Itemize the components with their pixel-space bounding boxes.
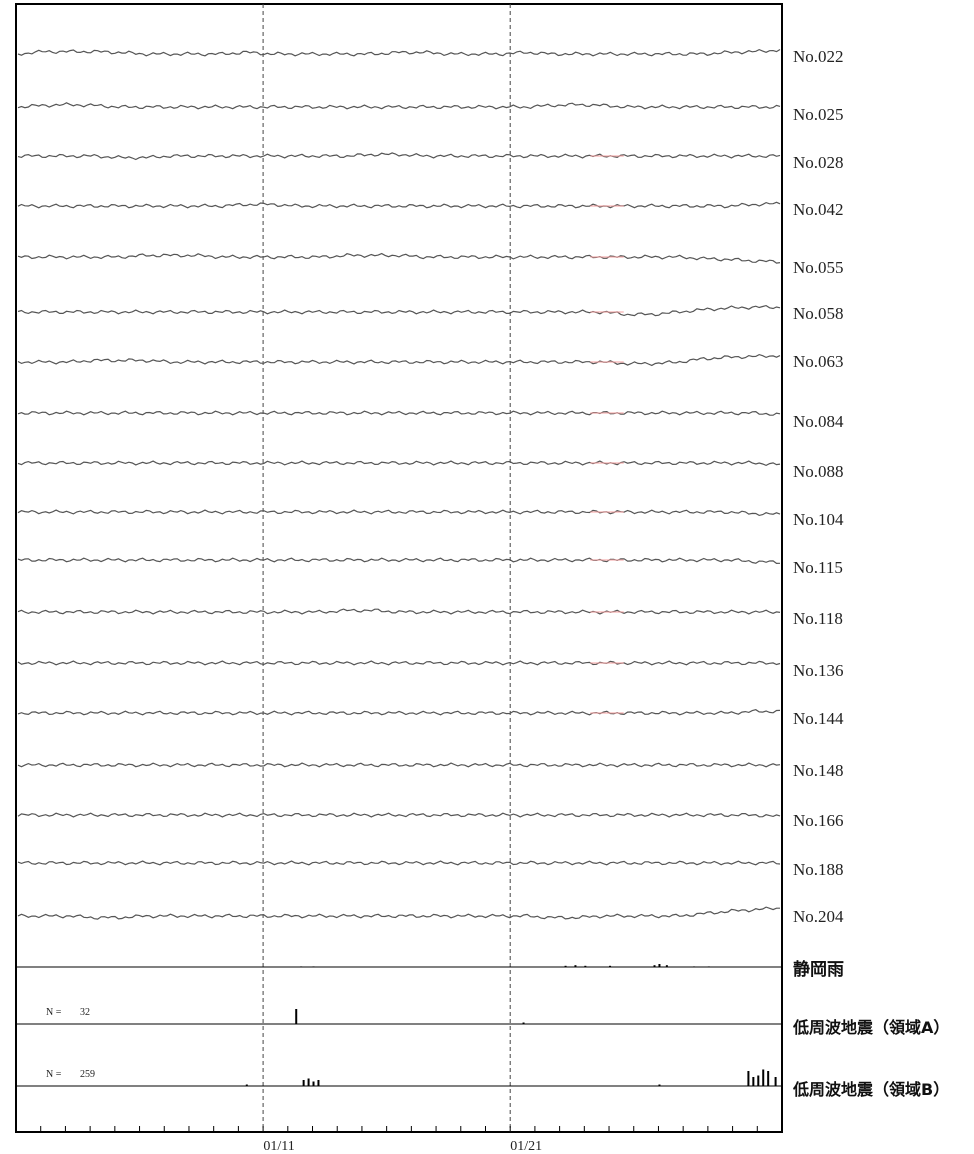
station-label: No.042 [793,200,844,219]
trace-line [17,509,781,517]
station-label: No.148 [793,761,844,780]
trace-line [17,608,781,615]
event-panel-label: 低周波地震（領域B） [792,1080,949,1099]
x-tick-label: 01/11 [263,1139,294,1154]
rain-bar [312,966,315,967]
rain-bar [653,965,656,967]
trace-line [17,660,781,666]
rain-bar [584,965,587,967]
station-label: No.058 [793,304,844,323]
station-label: No.088 [793,462,844,481]
trace-line [17,201,781,209]
event-bar [757,1075,760,1086]
rain-bar [665,965,668,967]
rain-bar [564,965,567,967]
rain-label: 静岡雨 [793,959,844,980]
station-label: No.025 [793,105,844,124]
station-label: No.136 [793,661,844,680]
event-bar [245,1084,248,1086]
trace-line [17,353,781,367]
rain-bar [300,966,303,967]
rain-bar [574,965,577,967]
event-bar [658,1084,661,1086]
event-bar [747,1071,750,1086]
trace-line [17,460,781,467]
event-count-value: 259 [80,1069,95,1080]
rain-bar [693,966,696,967]
event-panel-label: 低周波地震（領域A） [792,1018,949,1037]
event-bar [752,1077,755,1086]
rain-bar [609,965,612,967]
event-bar [522,1022,525,1024]
station-label: No.022 [793,47,844,66]
trace-line [17,410,781,416]
station-label: No.104 [793,510,844,529]
station-labels: No.022 No.025 No.028 No.042 No.055 No.058 No.0… [793,47,844,926]
station-label: No.118 [793,609,843,628]
station-traces [17,48,781,920]
station-label: No.204 [793,907,844,926]
x-tick-label: 01/21 [510,1139,542,1154]
event-panels: N = 32 低周波地震（領域A） N = 259 低周波地震（領域B） [16,1007,949,1099]
rain-panel: 静岡雨 [16,959,844,980]
trace-line [17,557,781,565]
trace-line [17,762,781,768]
event-bar [312,1081,315,1086]
event-bar [774,1077,777,1086]
trace-line [17,102,781,110]
event-count-label: N = [46,1069,62,1080]
trace-line [17,48,781,57]
trace-line [17,860,781,866]
event-count-value: 32 [80,1007,90,1018]
trace-line [17,152,781,161]
event-bar [302,1080,305,1086]
rain-bar [707,966,710,967]
plot-frame [15,3,783,1133]
station-label: No.115 [793,558,843,577]
trace-line [17,812,781,818]
event-bar [317,1080,320,1086]
station-label: No.063 [793,352,844,371]
trace-line [17,304,781,317]
rain-bar [658,964,661,967]
trace-line [17,252,781,264]
station-label: No.188 [793,860,844,879]
event-count-label: N = [46,1007,62,1018]
event-bar [767,1071,770,1086]
station-label: No.055 [793,258,844,277]
x-axis-ticks [15,1126,783,1132]
event-bar [295,1009,298,1024]
trace-line [17,709,781,716]
station-label: No.028 [793,153,844,172]
station-label: No.166 [793,811,844,830]
x-axis-tick-labels: 01/11 01/21 [263,1139,542,1154]
trace-line [17,906,780,920]
event-bar [307,1078,310,1086]
station-label: No.144 [793,709,844,728]
event-bar [762,1069,765,1086]
station-label: No.084 [793,412,844,431]
reference-lines [262,4,511,1132]
